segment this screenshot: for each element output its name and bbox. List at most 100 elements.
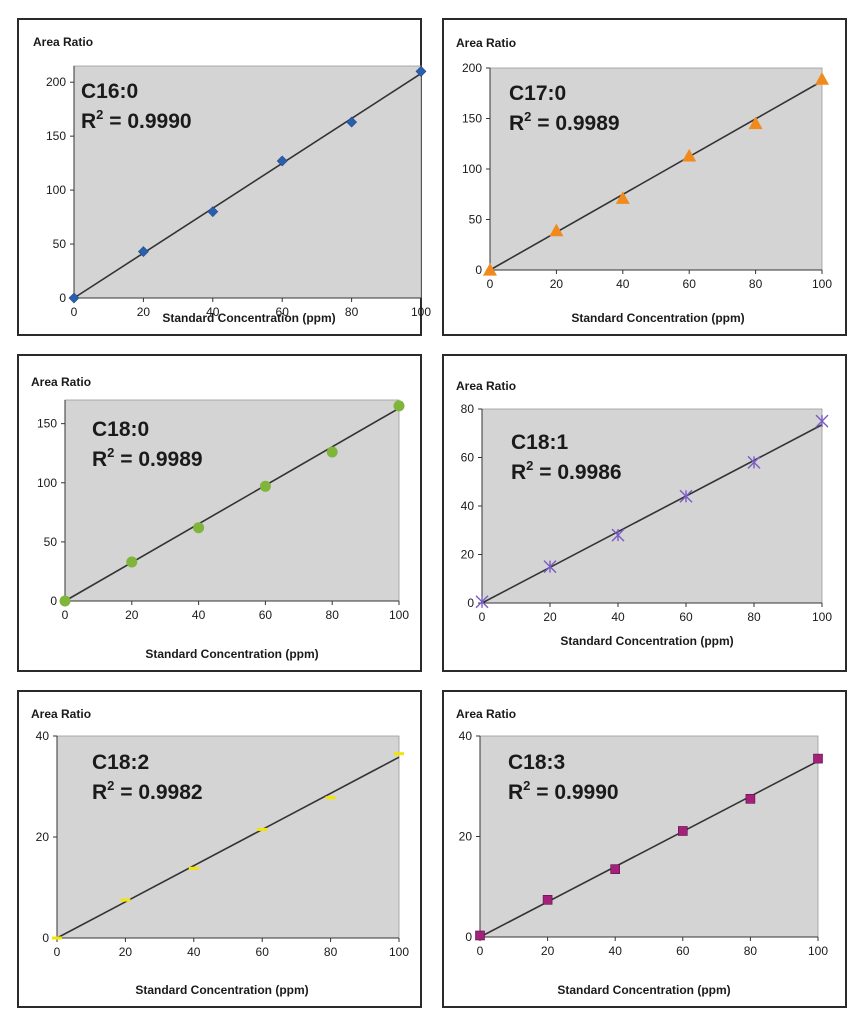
y-tick-label: 0	[42, 931, 49, 945]
y-axis-label: Area Ratio	[33, 35, 93, 49]
series-name: C18:3	[508, 751, 565, 774]
y-axis-label: Area Ratio	[31, 375, 91, 389]
chart-panel-c18-2: 0 20 40 0 20 40 60 80 100 Area Ratio Standard Conc…	[17, 690, 422, 1008]
x-tick-label: 40	[192, 608, 206, 622]
x-tick-label: 100	[808, 944, 828, 958]
x-tick-label: 100	[389, 945, 409, 959]
plot-area	[489, 67, 823, 271]
x-tick-label: 0	[487, 277, 494, 291]
chart-panel-c18-3: 0 20 40 0 20 40 60 80 100 Area Ratio Standard Conc…	[442, 690, 847, 1008]
data-series	[52, 752, 404, 940]
x-tick-label: 20	[550, 277, 564, 291]
data-point-2	[611, 528, 625, 542]
y-tick-label: 50	[53, 237, 67, 251]
x-tick-label: 100	[812, 277, 832, 291]
trendline	[64, 407, 400, 602]
data-point-2	[610, 864, 620, 874]
y-axis-label: Area Ratio	[456, 36, 516, 50]
series-name: C18:0	[92, 418, 149, 441]
y-tick-label: 100	[46, 183, 66, 197]
data-series	[475, 414, 829, 609]
data-point-1	[542, 895, 553, 905]
x-axis-label: Standard Concentration (ppm)	[162, 311, 335, 325]
x-tick-label: 0	[54, 945, 61, 959]
x-tick-label: 80	[749, 277, 763, 291]
r-squared-label: R2 = 0.9982	[92, 778, 203, 804]
x-tick-label: 20	[125, 608, 139, 622]
data-point-4	[748, 116, 763, 130]
x-tick-label: 0	[62, 608, 69, 622]
series-name: C18:1	[511, 431, 569, 454]
x-tick-label: 40	[609, 944, 623, 958]
y-tick-label: 50	[44, 535, 58, 549]
data-point-1	[549, 223, 564, 237]
chart-svg: 0 20 40 0 20 40 60 80 100 Area Ratio Standard Conc…	[31, 707, 409, 997]
y-axis-label: Area Ratio	[31, 707, 91, 721]
x-tick-label: 60	[259, 608, 273, 622]
y-tick-label: 40	[36, 729, 50, 743]
x-tick-label: 20	[137, 305, 151, 319]
data-point-5	[393, 400, 405, 412]
data-point-4	[326, 446, 338, 458]
data-point-5	[415, 65, 427, 77]
y-tick-label: 0	[465, 930, 472, 944]
chart-svg: 0 20 40 0 20 40 60 80 100 Area Ratio Standard Conc…	[456, 707, 828, 997]
data-point-4	[346, 116, 358, 128]
x-axis-label: Standard Concentration (ppm)	[571, 311, 744, 325]
x-tick-label: 100	[411, 305, 431, 319]
series-name: C16:0	[81, 80, 138, 103]
data-point-4	[325, 796, 336, 800]
y-tick-label: 20	[459, 830, 473, 844]
y-tick-label: 0	[467, 596, 474, 610]
data-point-2	[193, 522, 205, 534]
x-tick-label: 80	[744, 944, 758, 958]
x-tick-label: 100	[812, 610, 832, 624]
trendline	[481, 424, 823, 604]
r-squared-label: R2 = 0.9986	[511, 458, 622, 484]
data-point-0	[59, 595, 71, 607]
data-point-4	[745, 794, 756, 804]
series-name: C17:0	[509, 82, 566, 105]
r-squared-label: R2 = 0.9990	[508, 778, 619, 804]
data-point-1	[120, 898, 131, 902]
y-tick-label: 150	[37, 417, 57, 431]
x-tick-label: 80	[326, 608, 340, 622]
data-point-3	[259, 480, 271, 492]
chart-panel-c18-1: 0 20 40 60 80 0 20 40 60 80 100 Area Ratio Standard …	[442, 354, 847, 672]
y-tick-label: 0	[50, 594, 57, 608]
x-axis-label: Standard Concentration (ppm)	[557, 983, 730, 997]
x-tick-label: 20	[543, 610, 557, 624]
y-tick-label: 80	[461, 402, 475, 416]
chart-panel-c18-0: 0 50 100 150 0 20 40 60 80 100 Area Ratio Standard …	[17, 354, 422, 672]
y-tick-label: 0	[475, 263, 482, 277]
plot-area	[73, 65, 422, 299]
chart-svg: 0 50 100 150 0 20 40 60 80 100 Area Ratio Standard …	[31, 375, 409, 661]
y-tick-label: 100	[37, 476, 57, 490]
y-axis-label: Area Ratio	[456, 707, 516, 721]
series-name: C18:2	[92, 751, 149, 774]
y-tick-label: 20	[461, 548, 475, 562]
data-point-2	[615, 191, 630, 204]
data-point-1	[126, 556, 138, 568]
x-axis-label: Standard Concentration (ppm)	[135, 983, 308, 997]
data-point-0	[52, 936, 62, 940]
x-tick-label: 0	[479, 610, 486, 624]
data-point-3	[257, 827, 268, 831]
data-point-1	[543, 560, 557, 574]
x-tick-label: 20	[119, 945, 133, 959]
x-tick-label: 60	[683, 277, 697, 291]
data-series	[68, 65, 427, 304]
data-point-4	[747, 455, 761, 469]
x-tick-label: 0	[71, 305, 78, 319]
r-squared-label: R2 = 0.9989	[509, 109, 620, 135]
x-tick-label: 60	[276, 305, 290, 319]
x-tick-label: 60	[676, 944, 690, 958]
data-point-5	[813, 753, 823, 764]
chart-svg: 0 50 100 150 200 0 20 40 60 80 100 Area Ratio Standa…	[33, 35, 431, 325]
y-tick-label: 150	[462, 112, 482, 126]
data-series	[59, 400, 405, 607]
chart-svg: 0 20 40 60 80 0 20 40 60 80 100 Area Ratio Standard …	[456, 379, 832, 648]
data-point-2	[207, 206, 219, 218]
data-point-3	[682, 148, 697, 162]
x-tick-label: 60	[256, 945, 270, 959]
